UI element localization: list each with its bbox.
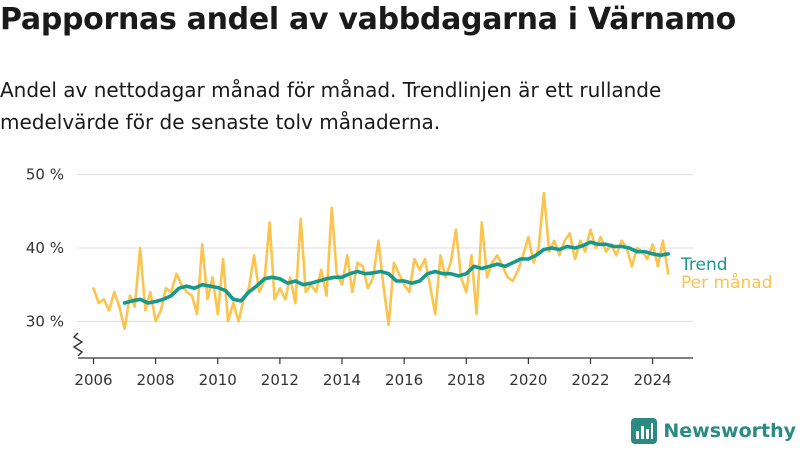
- x-tick-label: 2016: [385, 371, 423, 389]
- x-tick-label: 2022: [571, 371, 609, 389]
- y-tick-label: 30 %: [26, 312, 64, 330]
- x-tick-label: 2006: [74, 371, 112, 389]
- newsworthy-logo-icon: [631, 418, 658, 444]
- x-tick-label: 2010: [199, 371, 237, 389]
- axis-break-zigzag: [72, 332, 84, 357]
- chart-subtitle: Andel av nettodagar månad för månad. Tre…: [0, 78, 662, 134]
- trend-series-line: [122, 240, 671, 305]
- x-tick-label: 2018: [447, 371, 485, 389]
- y-tick-label: 50 %: [26, 166, 64, 184]
- x-tick-label: 2008: [137, 371, 175, 389]
- legend-trend-label: Trend: [680, 255, 728, 275]
- series-lines: [92, 191, 671, 331]
- x-tick-label: 2014: [323, 371, 361, 389]
- x-tick-label: 2024: [634, 371, 672, 389]
- y-axis-ticks: 30 % 40 % 50 %: [26, 166, 64, 331]
- legend-monthly-label: Per månad: [681, 272, 772, 293]
- gridlines: [78, 174, 693, 322]
- y-axis-break-icon: [72, 332, 84, 357]
- x-tick-label: 2020: [509, 371, 547, 389]
- y-tick-label: 40 %: [26, 239, 64, 257]
- newsworthy-logo: Newsworthy: [631, 418, 796, 444]
- x-tick-label: 2012: [261, 371, 299, 389]
- chart-title: Pappornas andel av vabbdagarna i Värnamo: [0, 2, 736, 37]
- newsworthy-logo-text: Newsworthy: [663, 420, 796, 442]
- x-axis: 2006 2008 2010 2012 2014 2016 2018 2020 2022 2024: [74, 357, 693, 389]
- monthly-series-line: [92, 191, 670, 331]
